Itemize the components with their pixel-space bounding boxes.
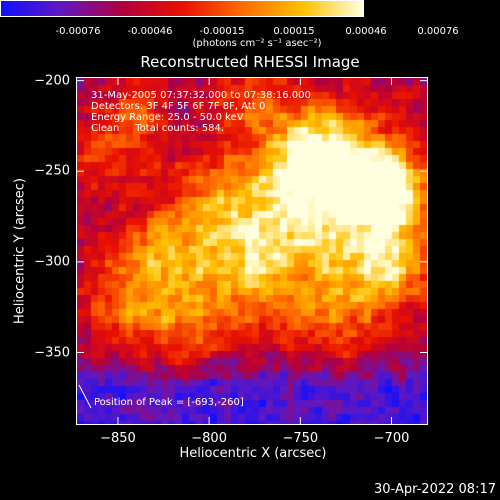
colorbar (0, 0, 364, 17)
x-axis-label: Heliocentric X (arcsec) (179, 446, 327, 461)
time-range-text: 31-May-2005 07:37:32.000 to 07:38:16.000 (91, 90, 311, 101)
y-tick-label: −300 (34, 254, 70, 270)
detectors-text: Detectors: 3F 4F 5F 6F 7F 8F, Att 0 (91, 101, 266, 112)
colorbar-tick-label: -0.00015 (199, 26, 245, 37)
colorbar-tick-label: -0.00076 (55, 26, 101, 37)
x-tick-label: −750 (282, 431, 319, 446)
colorbar-tick-label: 0.00076 (417, 26, 459, 37)
colorbar-units: (photons cm⁻² s⁻¹ asec⁻²) (192, 38, 322, 49)
peak-marker-line (78, 384, 92, 409)
x-tick-label: −850 (100, 431, 136, 446)
plot-overlay (78, 384, 92, 409)
chart-title: Reconstructed RHESSI Image (140, 53, 360, 71)
colorbar-tick-label: -0.00046 (127, 26, 173, 37)
timestamp: 30-Apr-2022 08:17 (374, 482, 496, 497)
peak-position-text: Position of Peak = [-693,-260] (94, 397, 244, 408)
plot-area: 31-May-2005 07:37:32.000 to 07:38:16.000… (76, 77, 428, 425)
x-tick-label: −800 (191, 431, 227, 446)
clean-counts-text: Clean Total counts: 584. (91, 123, 225, 134)
heatmap-image (77, 78, 427, 424)
y-tick-label: −350 (34, 345, 70, 360)
colorbar-tick-label: 0.00046 (345, 26, 387, 37)
x-tick-label: −700 (373, 431, 410, 446)
colorbar-tick-label: 0.00015 (273, 26, 315, 37)
energy-range-text: Energy Range: 25.0 - 50.0 keV (91, 112, 244, 123)
y-tick-label: −200 (34, 73, 70, 89)
y-tick-label: −250 (34, 163, 70, 179)
